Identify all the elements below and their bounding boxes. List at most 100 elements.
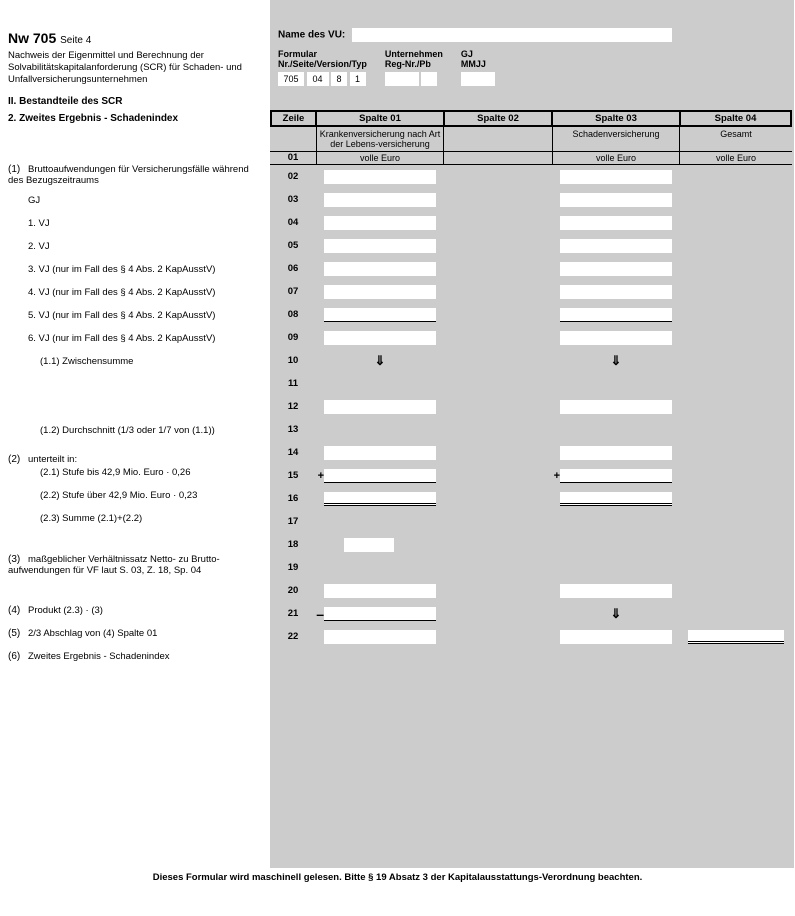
gj-lbl2: MMJJ	[461, 60, 495, 70]
label-r14: (2.1) Stufe bis 42,9 Mio. Euro · 0,26	[40, 467, 191, 478]
cell-02-s3[interactable]	[560, 170, 672, 184]
formular-fields: 705 04 8 1	[278, 72, 367, 86]
row-02: 02	[270, 165, 794, 188]
label-r5: 3. VJ (nur im Fall des § 4 Abs. 2 KapAus…	[28, 264, 215, 275]
cell-06-s1[interactable]	[324, 262, 436, 276]
page-label: Seite 4	[60, 35, 91, 46]
label-r21: 2/3 Abschlag von (4) Spalte 01	[28, 628, 157, 639]
zeile-14: 14	[270, 447, 316, 458]
unit-s4: volle Euro	[680, 151, 792, 165]
cell-04-s1[interactable]	[324, 216, 436, 230]
label-r2: GJ	[28, 195, 40, 206]
cell-05-s3[interactable]	[560, 239, 672, 253]
row-04: 04	[270, 211, 794, 234]
th-s4: Spalte 04	[680, 110, 792, 127]
cell-07-s1[interactable]	[324, 285, 436, 299]
cell-12-s1[interactable]	[324, 400, 436, 414]
f-typ[interactable]: 1	[350, 72, 366, 86]
f-seite[interactable]: 04	[307, 72, 329, 86]
row-12: 12	[270, 395, 794, 418]
cell-08-s3[interactable]	[560, 308, 672, 322]
cell-15-s1[interactable]	[324, 469, 436, 483]
row-11: 11	[270, 372, 794, 395]
zeile-16: 16	[270, 493, 316, 504]
num-4: (4)	[8, 605, 28, 616]
label-row-21: (5)2/3 Abschlag von (4) Spalte 01	[8, 628, 266, 639]
label-row-14: (2.1) Stufe bis 42,9 Mio. Euro · 0,26	[40, 467, 298, 478]
cell-14-s3[interactable]	[560, 446, 672, 460]
f-nr[interactable]: 705	[278, 72, 304, 86]
cell-22-s1[interactable]	[324, 630, 436, 644]
row-08: 08	[270, 303, 794, 326]
num-5: (5)	[8, 628, 28, 639]
label-r12: (1.2) Durchschnitt (1/3 oder 1/7 von (1.…	[40, 425, 215, 436]
cell-09-s3[interactable]	[560, 331, 672, 345]
th-s2: Spalte 02	[444, 110, 552, 127]
unit-s1: volle Euro	[316, 151, 444, 165]
cell-16-s1[interactable]	[324, 492, 436, 506]
row-03: 03	[270, 188, 794, 211]
row-19: 19	[270, 556, 794, 579]
label-r4: 2. VJ	[28, 241, 50, 252]
label-row-20: (4)Produkt (2.3) · (3)	[8, 605, 266, 616]
cell-15-s3[interactable]	[560, 469, 672, 483]
cell-20-s1[interactable]	[324, 584, 436, 598]
cell-18-s1[interactable]	[344, 538, 394, 552]
num-3: (3)	[8, 554, 28, 565]
cell-04-s3[interactable]	[560, 216, 672, 230]
data-rows: 02 03 04 05	[270, 165, 794, 648]
zeile-11: 11	[270, 378, 316, 389]
arrow-21-s3: ⇓	[552, 606, 680, 622]
sub-s1: Krankenversicherung nach Art der Lebens-…	[316, 127, 444, 152]
label-r3: 1. VJ	[28, 218, 50, 229]
label-row-22: (6)Zweites Ergebnis - Schadenindex	[8, 651, 266, 662]
name-vu-field[interactable]	[352, 28, 672, 42]
form-code: Nw 705 Seite 4	[8, 30, 266, 46]
row-09: 09	[270, 326, 794, 349]
zeile-01: 01	[270, 151, 316, 165]
cell-06-s3[interactable]	[560, 262, 672, 276]
th-zeile: Zeile	[270, 110, 316, 127]
zeile-19: 19	[270, 562, 316, 573]
form-code-text: Nw 705	[8, 30, 56, 46]
cell-20-s3[interactable]	[560, 584, 672, 598]
label-r15: (2.2) Stufe über 42,9 Mio. Euro · 0,23	[40, 490, 197, 501]
gj-fields	[461, 72, 495, 86]
cell-02-s1[interactable]	[324, 170, 436, 184]
cell-03-s3[interactable]	[560, 193, 672, 207]
cell-03-s1[interactable]	[324, 193, 436, 207]
zeile-10: 10	[270, 355, 316, 366]
cell-08-s1[interactable]	[324, 308, 436, 322]
cell-22-s4[interactable]	[688, 630, 784, 644]
header-area: Name des VU: Formular Nr./Seite/Version/…	[270, 0, 794, 92]
row-22: 22	[270, 625, 794, 648]
cell-05-s1[interactable]	[324, 239, 436, 253]
row-14: 14	[270, 441, 794, 464]
th-s3: Spalte 03	[552, 110, 680, 127]
row-13: 13	[270, 418, 794, 441]
unternehmen-fields	[385, 72, 443, 86]
cell-21-s1[interactable]	[324, 607, 436, 621]
reg-nr-field[interactable]	[385, 72, 419, 86]
label-row-3: 1. VJ	[28, 218, 286, 229]
cell-07-s3[interactable]	[560, 285, 672, 299]
zeile-22: 22	[270, 631, 316, 642]
zeile-15: 15	[270, 470, 316, 481]
cell-22-s3[interactable]	[560, 630, 672, 644]
row-17: 17	[270, 510, 794, 533]
name-vu-label: Name des VU:	[278, 30, 345, 41]
label-r9: (1.1) Zwischensumme	[40, 356, 133, 367]
pb-field[interactable]	[421, 72, 437, 86]
num-6: (6)	[8, 651, 28, 662]
cell-09-s1[interactable]	[324, 331, 436, 345]
unternehmen-block: Unternehmen Reg-Nr./Pb	[385, 50, 443, 86]
gj-field[interactable]	[461, 72, 495, 86]
form-page: Nw 705 Seite 4 Nachweis der Eigenmittel …	[0, 0, 795, 916]
f-ver[interactable]: 8	[331, 72, 347, 86]
left-column: Nw 705 Seite 4 Nachweis der Eigenmittel …	[8, 30, 266, 134]
cell-16-s3[interactable]	[560, 492, 672, 506]
cell-14-s1[interactable]	[324, 446, 436, 460]
cell-12-s3[interactable]	[560, 400, 672, 414]
label-row-9: (1.1) Zwischensumme	[40, 356, 298, 367]
label-row-18: (3)maßgeblicher Verhältnissatz Netto- zu…	[8, 554, 266, 577]
